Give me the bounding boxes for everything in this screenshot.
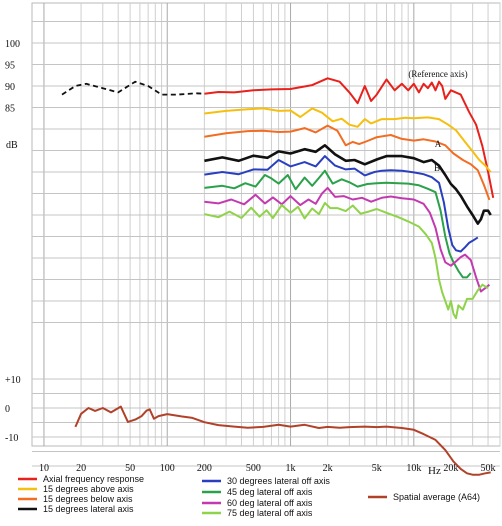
legend-label: 15 degrees below axis bbox=[43, 494, 133, 504]
x-tick-label: 50k bbox=[481, 463, 496, 474]
y-tick-label: 100 bbox=[5, 39, 20, 50]
y-tick-label: 0 bbox=[5, 404, 10, 415]
series-line-6 bbox=[204, 186, 491, 293]
x-tick-label: 100 bbox=[160, 463, 175, 474]
x-tick-label: 20k bbox=[443, 463, 458, 474]
series-line-4 bbox=[204, 155, 479, 253]
chart-grid bbox=[31, 2, 501, 467]
series-line-2 bbox=[204, 124, 491, 201]
series-line-3 bbox=[204, 144, 492, 225]
series-line-1 bbox=[204, 107, 492, 173]
legend-label: Axial frequency response bbox=[43, 474, 144, 484]
x-axis-label: Hz bbox=[428, 465, 441, 477]
legend-label: 75 deg lateral off axis bbox=[227, 508, 313, 518]
series-line-5 bbox=[204, 169, 472, 279]
legend-label: 30 degrees lateral off axis bbox=[227, 476, 330, 486]
series-line-axial-dashed-extension bbox=[61, 80, 205, 96]
x-tick-label: 200 bbox=[197, 463, 212, 474]
legend-label: 45 deg lateral off axis bbox=[227, 487, 313, 497]
x-tick-labels: 10 20 50 100 200 500 1k 2k 5k 10k 20k 50k bbox=[39, 463, 496, 474]
x-tick-label: 1k bbox=[286, 463, 296, 474]
y-axis-label: dB bbox=[6, 140, 18, 151]
curve-annotation: (Reference axis) bbox=[408, 69, 467, 79]
x-tick-label: 5k bbox=[372, 463, 382, 474]
y-tick-label: 95 bbox=[5, 61, 15, 72]
curve-annotation: A bbox=[435, 139, 442, 149]
curve-annotations: (Reference axis) A B bbox=[408, 69, 467, 173]
series-line-8 bbox=[74, 405, 491, 476]
y-tick-label: 85 bbox=[5, 104, 15, 115]
y-tick-label: -10 bbox=[5, 433, 18, 444]
legend-label: 15 degrees lateral axis bbox=[43, 504, 134, 514]
y-tick-labels: 100 95 90 85 +10 0 -10 bbox=[5, 39, 21, 444]
series-line-0 bbox=[204, 77, 495, 198]
legend-label: 15 degrees above axis bbox=[43, 484, 134, 494]
y-tick-label: 90 bbox=[5, 82, 15, 93]
legend-label: 60 deg lateral off axis bbox=[227, 498, 313, 508]
x-tick-label: 50 bbox=[125, 463, 135, 474]
x-tick-label: 20 bbox=[76, 463, 86, 474]
x-tick-label: 10 bbox=[39, 463, 49, 474]
legend-label: Spatial average (A64) bbox=[393, 492, 480, 502]
x-tick-label: 10k bbox=[406, 463, 421, 474]
x-tick-label: 2k bbox=[323, 463, 333, 474]
y-tick-label: +10 bbox=[5, 375, 21, 386]
series-line-7 bbox=[204, 202, 489, 320]
curve-annotation: B bbox=[434, 163, 440, 173]
x-tick-label: 500 bbox=[246, 463, 261, 474]
series-lines bbox=[61, 77, 495, 476]
